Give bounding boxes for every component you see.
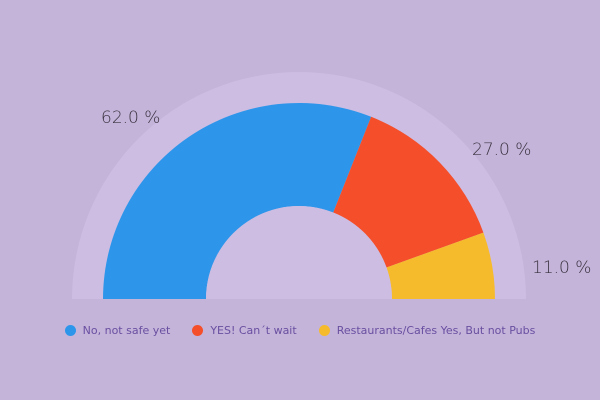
slice-label-1: 27.0 %: [472, 140, 532, 160]
legend-dot-icon: [64, 325, 76, 336]
legend-label: YES! Can´t wait: [210, 324, 297, 337]
slice-0[interactable]: [103, 102, 372, 299]
legend-label: Restaurants/Cafes Yes, But not Pubs: [336, 324, 536, 337]
legend-item-yes-cant-wait[interactable]: YES! Can´t wait: [192, 324, 297, 337]
chart-inner-hole: [206, 206, 392, 299]
slice-label-2: 11.0 %: [532, 258, 592, 278]
chart-legend: No, not safe yet YES! Can´t wait Restaur…: [0, 324, 600, 337]
legend-label: No, not safe yet: [82, 324, 171, 337]
legend-item-no-not-safe[interactable]: No, not safe yet: [64, 324, 171, 337]
slice-label-0: 62.0 %: [101, 108, 161, 128]
legend-item-restaurants-cafes[interactable]: Restaurants/Cafes Yes, But not Pubs: [318, 324, 536, 337]
legend-dot-icon: [192, 325, 204, 336]
slice-1[interactable]: [333, 116, 484, 268]
legend-dot-icon: [318, 325, 330, 336]
slice-2[interactable]: [386, 232, 495, 299]
